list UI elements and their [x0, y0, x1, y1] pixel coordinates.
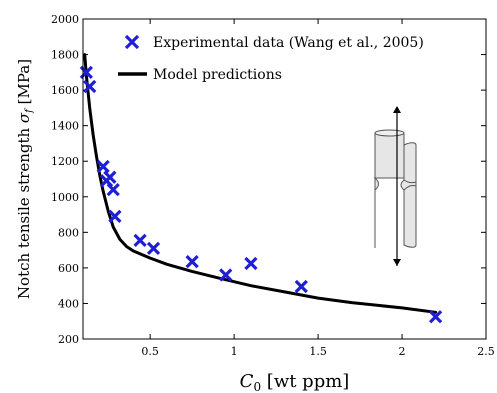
data-point-stroke: [83, 79, 97, 94]
y-tick-label: 600: [58, 262, 79, 275]
load-arrow-up: [393, 106, 401, 113]
data-point-stroke: [294, 279, 308, 294]
legend: Experimental data (Wang et al., 2005) Mod…: [118, 34, 424, 83]
data-point-stroke: [133, 233, 147, 247]
x-axis-label: C0 [wt ppm]: [240, 371, 350, 393]
data-point-stroke: [106, 183, 120, 197]
data-point-stroke: [108, 209, 122, 223]
data-point: [83, 79, 97, 94]
specimen-top: [374, 129, 405, 137]
y-tick-label: 2000: [51, 13, 79, 26]
data-point-stroke: [185, 255, 199, 269]
data-point: [106, 183, 120, 197]
x-tick-label: 1: [231, 345, 238, 358]
legend-label-experimental: Experimental data (Wang et al., 2005): [153, 35, 424, 51]
data-point-stroke: [428, 310, 443, 324]
y-tick-label: 400: [58, 297, 79, 310]
data-point: [185, 255, 199, 269]
model-line: [83, 53, 438, 314]
y-axis-label: Notch tensile strength σf [MPa]: [15, 59, 35, 299]
y-tick-label: 1400: [51, 120, 79, 133]
legend-label-model: Model predictions: [153, 67, 282, 83]
legend-marker-experimental: [124, 34, 140, 50]
data-point: [219, 268, 233, 282]
data-point: [133, 233, 147, 247]
y-tick-label: 1600: [51, 84, 79, 97]
x-tick-label: 0.5: [141, 345, 159, 358]
notched-tensile-specimen-icon: [373, 106, 417, 266]
data-point-stroke: [103, 170, 117, 184]
data-point: [103, 170, 117, 184]
x-tick-label: 1.5: [309, 345, 327, 358]
y-tick-label: 1800: [51, 49, 79, 62]
data-point: [146, 241, 161, 255]
y-tick-label: 200: [58, 333, 79, 346]
data-point-stroke: [244, 256, 258, 271]
data-point: [96, 159, 110, 174]
data-point: [108, 209, 122, 223]
x-tick-label: 2.5: [477, 345, 495, 358]
plot-frame: [82, 18, 487, 340]
x-tick-label: 2: [399, 345, 406, 358]
y-tick-label: 1200: [51, 155, 79, 168]
data-point-stroke: [96, 159, 110, 174]
data-point: [428, 310, 443, 324]
load-arrow-down: [393, 259, 401, 266]
y-tick-label: 1000: [51, 191, 79, 204]
plot-background: [83, 19, 486, 339]
y-tick-label: 800: [58, 226, 79, 239]
axis-labels: 0.5 1 1.5 2 2.5 200 400 600 800 1000 1200 1400 1600 1…: [15, 13, 495, 393]
data-point-stroke: [146, 241, 161, 255]
data-point: [294, 279, 308, 294]
plot-area: [79, 53, 443, 324]
data-point-stroke: [219, 268, 233, 282]
data-point: [244, 256, 258, 271]
specimen-edge: [403, 145, 417, 245]
